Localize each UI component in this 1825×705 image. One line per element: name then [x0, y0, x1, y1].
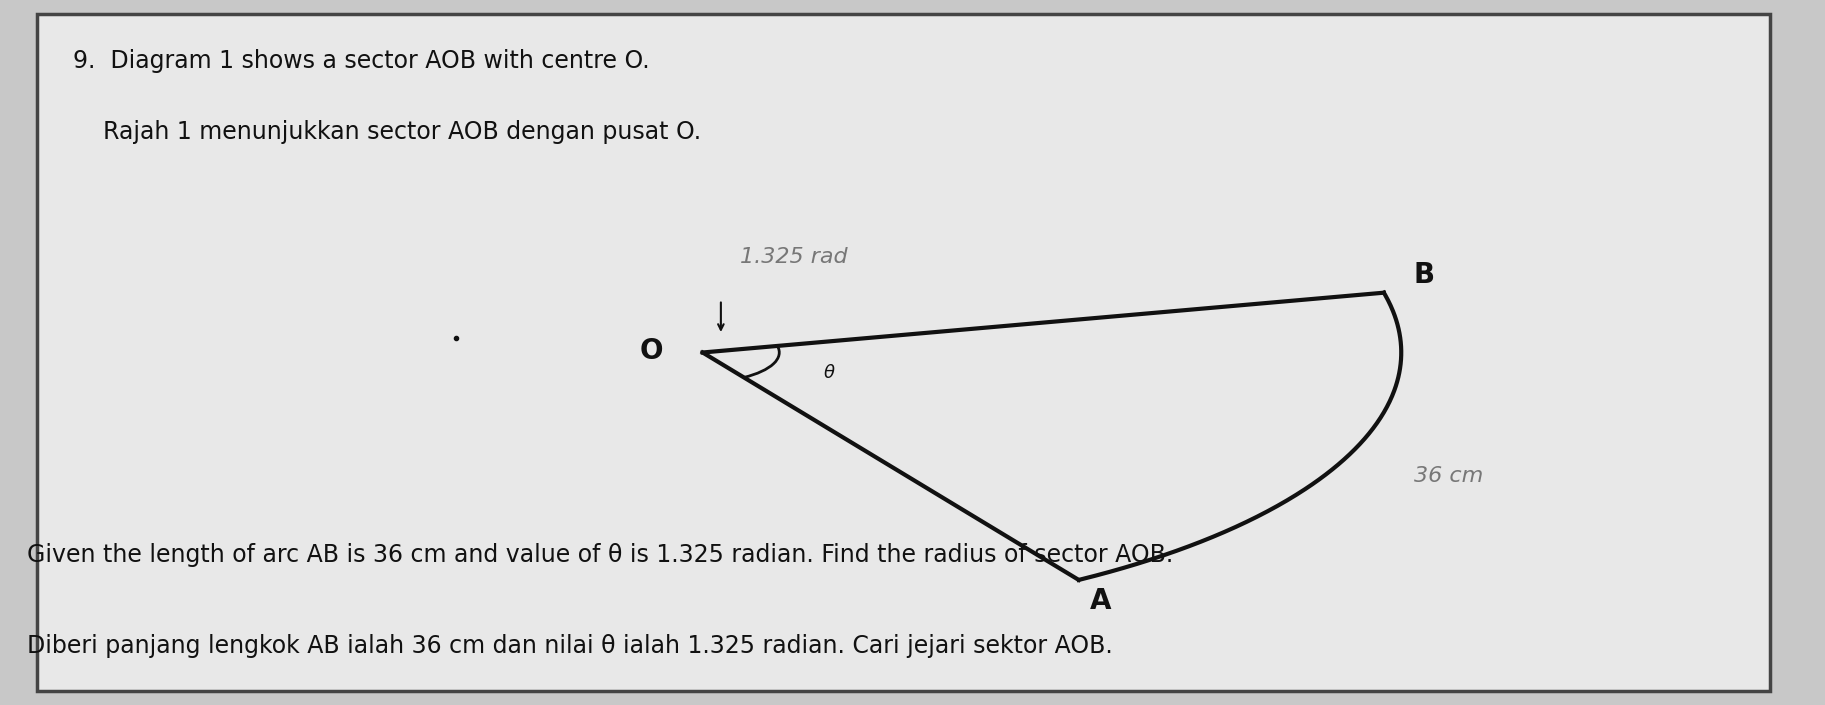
Text: B: B: [1414, 261, 1434, 289]
Text: 36 cm: 36 cm: [1414, 466, 1484, 486]
Text: Given the length of arc AB is 36 cm and value of θ is 1.325 radian. Find the rad: Given the length of arc AB is 36 cm and …: [27, 543, 1173, 567]
Text: θ: θ: [823, 364, 834, 381]
Text: Diberi panjang lengkok AB ialah 36 cm dan nilai θ ialah 1.325 radian. Cari jejar: Diberi panjang lengkok AB ialah 36 cm da…: [27, 634, 1113, 658]
Text: A: A: [1090, 587, 1111, 615]
Text: 1.325 rad: 1.325 rad: [741, 247, 847, 267]
Text: 9.  Diagram 1 shows a sector AOB with centre O.: 9. Diagram 1 shows a sector AOB with cen…: [73, 49, 650, 73]
FancyBboxPatch shape: [36, 14, 1770, 691]
Text: Rajah 1 menunjukkan sector AOB dengan pusat O.: Rajah 1 menunjukkan sector AOB dengan pu…: [73, 120, 701, 144]
Text: O: O: [641, 337, 662, 365]
